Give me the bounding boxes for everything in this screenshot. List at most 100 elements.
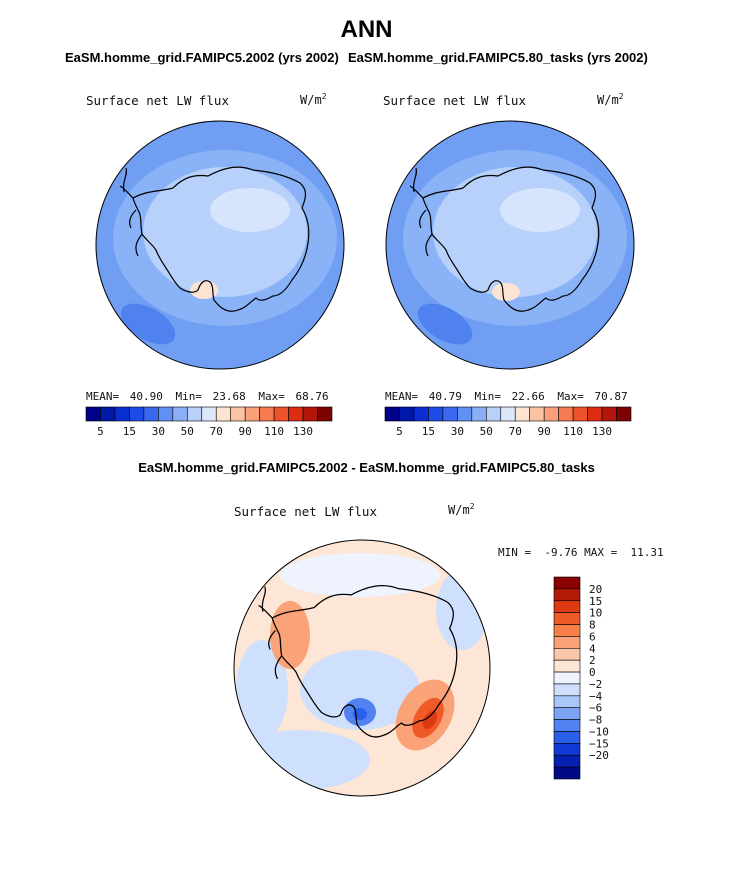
left-map-light-patch	[190, 281, 218, 299]
right-colorbar-swatch	[471, 406, 487, 422]
left-colorbar-tick-label: 15	[123, 425, 136, 438]
diff-colorbar-swatch	[553, 624, 581, 637]
right-colorbar-tick-label: 110	[563, 425, 583, 438]
diff-colorbar-swatch	[553, 754, 581, 768]
diff-colorbar-swatch	[553, 731, 581, 744]
left-mean-label: MEAN=	[86, 390, 120, 403]
left-map-inner	[143, 167, 307, 297]
diff-colorbar-swatch	[553, 766, 581, 780]
left-units-label: W/m2	[300, 92, 327, 107]
diff-colorbar-tick-label: 6	[589, 630, 596, 643]
diff-map-border	[233, 539, 491, 797]
diff-map-red-east-peak	[422, 710, 438, 730]
diff-colorbar-swatch	[553, 743, 581, 756]
right-max-label: Max=	[557, 390, 584, 403]
left-colorbar-swatch	[100, 406, 116, 422]
left-colorbar-swatch	[129, 406, 145, 422]
left-colorbar-swatch	[302, 406, 318, 422]
diff-colorbar-tick-label: 4	[589, 642, 596, 655]
right-max-value: 70.87	[594, 390, 628, 403]
right-colorbar-swatch	[428, 406, 444, 422]
right-panel-case-title: EaSM.homme_grid.FAMIPC5.80_tasks (yrs 20…	[348, 50, 648, 65]
right-colorbar-swatch	[572, 406, 588, 422]
diff-colorbar-swatch	[553, 647, 581, 661]
left-colorbar-tick-label: 50	[181, 425, 194, 438]
diff-colorbar-swatch	[553, 612, 581, 625]
right-colorbar-swatch	[529, 406, 545, 422]
right-units-exponent: 2	[618, 92, 624, 101]
diff-colorbar-tick-label: −8	[589, 714, 602, 727]
left-colorbar-swatch	[317, 406, 333, 422]
diff-units-label: W/m2	[448, 502, 475, 517]
left-mean-value: 40.90	[129, 390, 163, 403]
right-units-base: W/m	[597, 93, 619, 107]
diff-panel-title: EaSM.homme_grid.FAMIPC5.2002 - EaSM.homm…	[138, 460, 595, 475]
left-colorbar-swatch	[230, 406, 246, 422]
left-colorbar-tick-label: 90	[239, 425, 252, 438]
left-colorbar-swatch	[158, 406, 174, 422]
diff-map-red-west	[270, 601, 310, 669]
diff-colorbar-tick-label: 8	[589, 619, 596, 632]
diff-minmax: MIN = -9.76 MAX = 11.31	[498, 546, 664, 559]
right-mean-value: 40.79	[428, 390, 462, 403]
right-colorbar-swatch	[413, 406, 429, 422]
right-colorbar-swatch	[514, 406, 531, 422]
right-mean-label: MEAN=	[385, 390, 419, 403]
left-stats: MEAN= 40.90 Min= 23.68 Max= 68.76	[86, 390, 329, 403]
diff-map-blue-north	[280, 553, 440, 597]
left-min-label: Min=	[175, 390, 203, 403]
left-colorbar-tick-label: 70	[210, 425, 223, 438]
left-colorbar-swatch	[85, 406, 101, 422]
left-max-label: Max=	[258, 390, 285, 403]
left-variable-label: Surface net LW flux	[86, 93, 229, 108]
diff-map-blue-south	[234, 730, 370, 790]
left-panel-case-title: EaSM.homme_grid.FAMIPC5.2002 (yrs 2002)	[65, 50, 339, 65]
right-colorbar-tick-label: 130	[592, 425, 612, 438]
right-colorbar-swatch	[587, 406, 603, 422]
diff-colorbar-swatch	[553, 576, 581, 590]
diff-colorbar-tick-label: 10	[589, 607, 602, 620]
right-units-label: W/m2	[597, 92, 624, 107]
diff-colorbar-tick-label: −4	[589, 690, 603, 703]
right-stats: MEAN= 40.79 Min= 22.66 Max= 70.87	[385, 390, 628, 403]
left-map-dark-patch	[120, 303, 176, 345]
diff-colorbar-tick-label: −10	[589, 725, 609, 738]
left-colorbar-swatch	[244, 406, 260, 422]
diff-map-blue-east	[436, 570, 488, 650]
diff-colorbar-swatch	[553, 600, 581, 613]
main-title: ANN	[340, 16, 393, 43]
left-min-value: 23.68	[212, 390, 246, 403]
left-colorbar-swatch	[259, 406, 275, 422]
diff-colorbar-tick-label: −6	[589, 702, 602, 715]
diff-colorbar-swatch	[553, 707, 581, 720]
diff-colorbar-tick-label: 20	[589, 583, 602, 596]
diff-colorbar-swatch	[553, 719, 581, 732]
right-colorbar-swatch	[485, 406, 502, 422]
diff-colorbar-swatch	[553, 695, 581, 709]
left-colorbar-swatch	[273, 406, 289, 422]
left-units-base: W/m	[300, 93, 322, 107]
left-colorbar-swatch	[215, 406, 232, 422]
diff-colorbar-swatch	[553, 683, 581, 697]
left-max-value: 68.76	[295, 390, 329, 403]
right-colorbar-swatch	[384, 406, 400, 422]
left-colorbar-tick-label: 130	[293, 425, 313, 438]
diff-variable-label: Surface net LW flux	[234, 504, 377, 519]
right-colorbar-swatch	[457, 406, 473, 422]
diff-colorbar-swatch	[553, 671, 581, 685]
right-colorbar-tick-label: 15	[422, 425, 435, 438]
right-map	[385, 120, 635, 370]
left-colorbar-swatch	[143, 406, 159, 422]
diff-colorbar-tick-label: −2	[589, 678, 602, 691]
diff-colorbar-tick-label: 2	[589, 654, 596, 667]
right-colorbar-swatch	[601, 406, 617, 422]
right-map-dark-patch	[417, 303, 473, 345]
diff-colorbar-swatch	[553, 659, 581, 673]
diff-colorbar-swatch	[553, 588, 581, 602]
diff-colorbar-tick-label: −15	[589, 737, 609, 750]
diff-colorbar-tick-label: 0	[589, 666, 596, 679]
diff-colorbar-tick-label: 15	[589, 595, 602, 608]
right-colorbar-swatch	[442, 406, 458, 422]
right-map-border	[385, 120, 635, 370]
